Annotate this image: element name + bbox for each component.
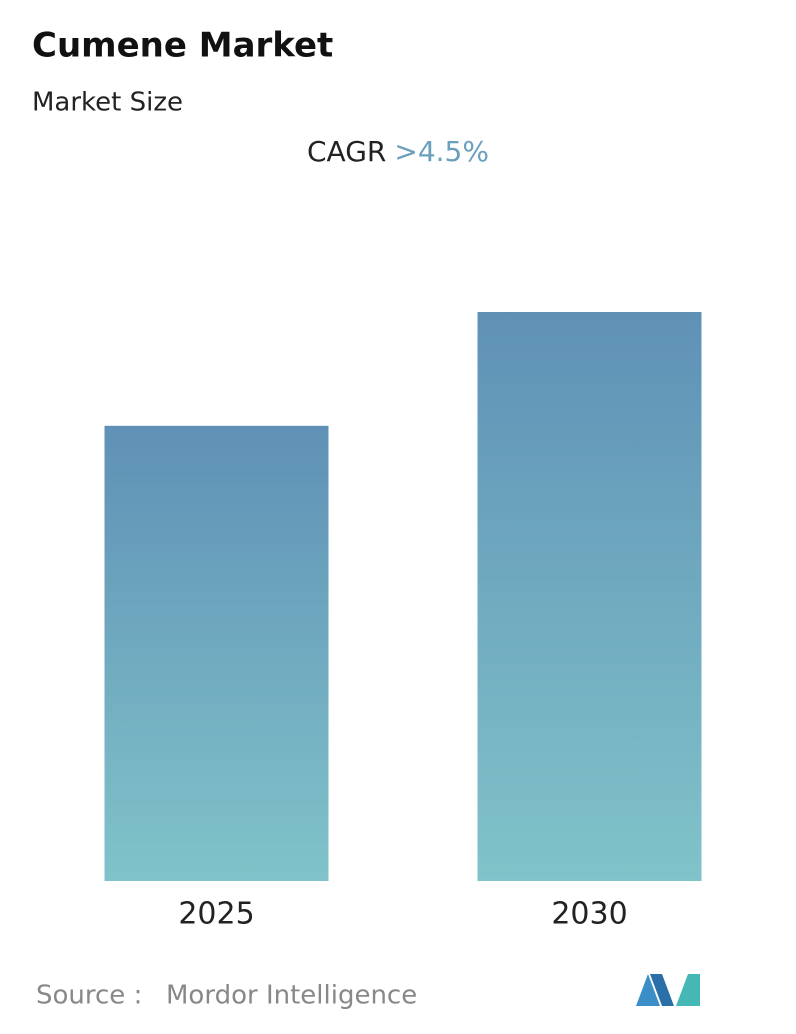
logo (636, 974, 700, 1006)
source-label: Source : (36, 981, 142, 1011)
bar (477, 312, 702, 881)
cagr-label: CAGR (307, 135, 386, 168)
source: Mordor Intelligence (166, 981, 417, 1011)
cagr: CAGR >4.5% (307, 135, 489, 168)
bar (104, 425, 329, 881)
x-tick-label: 2030 (551, 897, 627, 932)
chart-subtitle: Market Size (32, 88, 183, 118)
x-tick-label: 2025 (178, 897, 254, 932)
cagr-value: >4.5% (394, 135, 489, 168)
chart-title: Cumene Market (32, 26, 333, 66)
